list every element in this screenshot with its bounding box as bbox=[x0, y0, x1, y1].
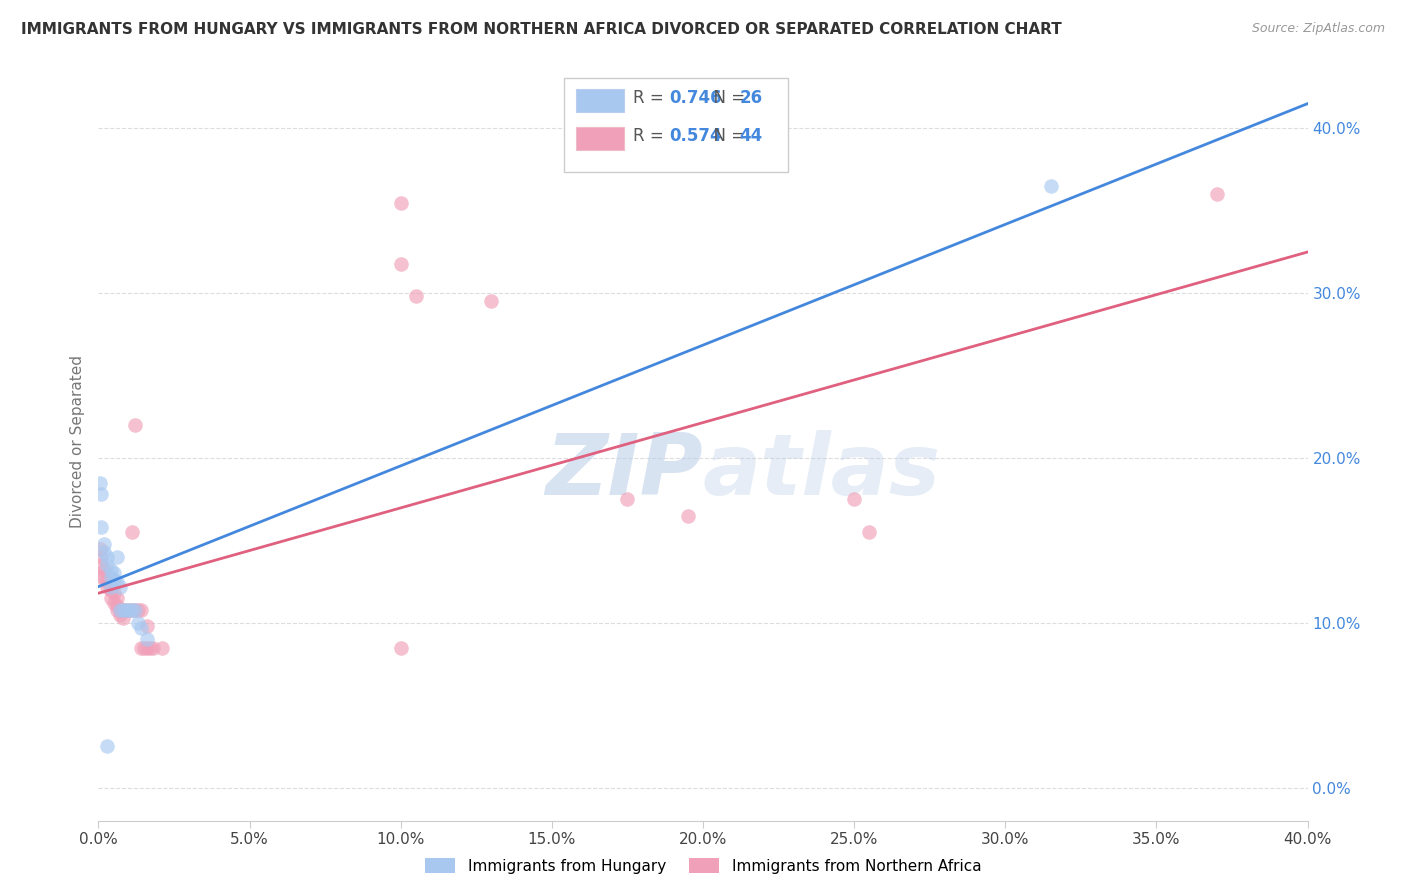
Point bbox=[90, 549, 112, 564]
Point bbox=[139, 640, 162, 655]
Point bbox=[90, 487, 112, 501]
Point bbox=[135, 632, 157, 647]
Point bbox=[105, 591, 128, 606]
FancyBboxPatch shape bbox=[564, 78, 787, 172]
Point bbox=[389, 256, 412, 270]
Text: ZIP: ZIP bbox=[546, 430, 703, 514]
Point bbox=[93, 537, 115, 551]
Point bbox=[105, 574, 128, 589]
Point bbox=[676, 508, 699, 523]
Point bbox=[124, 602, 146, 616]
Point bbox=[100, 580, 122, 594]
Point bbox=[111, 602, 134, 616]
Text: 26: 26 bbox=[740, 89, 762, 107]
Point bbox=[108, 602, 131, 616]
Point bbox=[114, 602, 136, 616]
Point bbox=[150, 640, 173, 655]
Point bbox=[124, 602, 146, 616]
Point bbox=[127, 615, 149, 630]
Point bbox=[108, 602, 131, 616]
Point bbox=[96, 574, 118, 589]
Point bbox=[103, 573, 125, 587]
Point bbox=[132, 640, 155, 655]
Point bbox=[90, 520, 112, 534]
Point bbox=[89, 475, 111, 490]
Point bbox=[96, 558, 118, 573]
Point bbox=[616, 492, 638, 507]
FancyBboxPatch shape bbox=[576, 127, 624, 150]
Point bbox=[111, 602, 134, 616]
Point bbox=[127, 602, 149, 616]
Point bbox=[121, 602, 143, 616]
Point bbox=[129, 640, 152, 655]
Point bbox=[389, 640, 412, 655]
Text: R =: R = bbox=[633, 89, 669, 107]
Point bbox=[135, 619, 157, 633]
Text: 0.746: 0.746 bbox=[669, 89, 721, 107]
Point bbox=[103, 596, 125, 610]
Point bbox=[90, 558, 112, 573]
Point bbox=[105, 599, 128, 614]
Point bbox=[100, 582, 122, 597]
Point bbox=[129, 602, 152, 616]
Point bbox=[93, 563, 115, 577]
Point bbox=[90, 570, 112, 584]
Y-axis label: Divorced or Separated: Divorced or Separated bbox=[70, 355, 86, 528]
Point bbox=[103, 566, 125, 581]
Text: IMMIGRANTS FROM HUNGARY VS IMMIGRANTS FROM NORTHERN AFRICA DIVORCED OR SEPARATED: IMMIGRANTS FROM HUNGARY VS IMMIGRANTS FR… bbox=[21, 22, 1062, 37]
Point bbox=[135, 640, 157, 655]
Point bbox=[96, 580, 118, 594]
Point bbox=[1039, 179, 1062, 194]
Text: atlas: atlas bbox=[703, 430, 941, 514]
Point bbox=[100, 563, 122, 577]
Point bbox=[114, 602, 136, 616]
Point bbox=[93, 570, 115, 584]
Text: R =: R = bbox=[633, 127, 669, 145]
Point bbox=[844, 492, 866, 507]
Point bbox=[96, 739, 118, 754]
Point bbox=[111, 611, 134, 625]
Point bbox=[103, 586, 125, 600]
Point bbox=[389, 195, 412, 210]
Point bbox=[93, 545, 115, 559]
Point bbox=[124, 418, 146, 433]
Point bbox=[142, 640, 165, 655]
Point bbox=[96, 549, 118, 564]
Point bbox=[108, 580, 131, 594]
Point bbox=[105, 602, 128, 616]
FancyBboxPatch shape bbox=[576, 89, 624, 112]
Legend: Immigrants from Hungary, Immigrants from Northern Africa: Immigrants from Hungary, Immigrants from… bbox=[419, 852, 987, 880]
Point bbox=[1206, 187, 1229, 202]
Point bbox=[108, 607, 131, 622]
Point bbox=[129, 621, 152, 635]
Point bbox=[89, 541, 111, 556]
Point bbox=[121, 602, 143, 616]
Point bbox=[858, 525, 880, 540]
Text: N =: N = bbox=[703, 89, 751, 107]
Point bbox=[100, 570, 122, 584]
Point bbox=[481, 294, 503, 309]
Text: Source: ZipAtlas.com: Source: ZipAtlas.com bbox=[1251, 22, 1385, 36]
Point bbox=[405, 289, 427, 303]
Point bbox=[118, 602, 141, 616]
Point bbox=[105, 549, 128, 564]
Text: N =: N = bbox=[703, 127, 751, 145]
Point bbox=[100, 591, 122, 606]
Text: 44: 44 bbox=[740, 127, 762, 145]
Text: 0.574: 0.574 bbox=[669, 127, 721, 145]
Point bbox=[121, 525, 143, 540]
Point bbox=[118, 602, 141, 616]
